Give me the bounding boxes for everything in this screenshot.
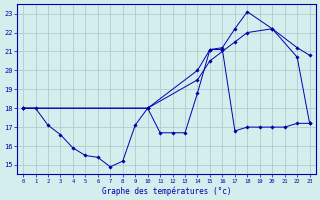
X-axis label: Graphe des températures (°c): Graphe des températures (°c) [101,186,231,196]
